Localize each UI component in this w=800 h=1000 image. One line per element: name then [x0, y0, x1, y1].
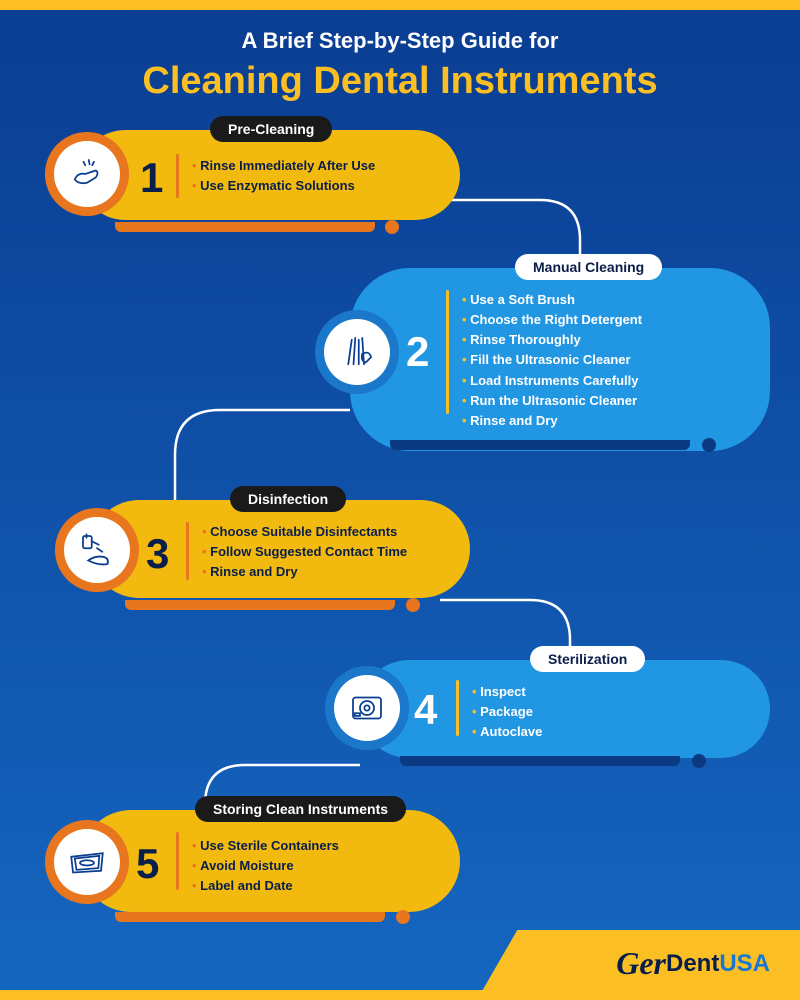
list-item: Inspect	[472, 682, 740, 702]
title-line-2: Cleaning Dental Instruments	[0, 60, 800, 103]
step-5-card: 5 Storing Clean Instruments Use Sterile …	[80, 810, 460, 912]
step-5-number: 5	[136, 840, 159, 888]
step-1-items: Rinse Immediately After Use Use Enzymati…	[192, 156, 430, 196]
step-3-badge: Disinfection	[230, 486, 346, 512]
step-4-number: 4	[414, 686, 437, 734]
logo-part-3: USA	[719, 950, 770, 978]
list-item: Rinse Thoroughly	[462, 330, 740, 350]
step-2-number: 2	[406, 328, 429, 376]
step-5-divider	[176, 832, 179, 890]
step-4: 4 Sterilization Inspect Package Autoclav…	[340, 660, 770, 758]
step-1-number: 1	[140, 154, 163, 202]
step-3-icon-ring	[55, 508, 139, 592]
list-item: Rinse and Dry	[202, 562, 440, 582]
step-4-icon-ring	[325, 666, 409, 750]
step-4-card: 4 Sterilization Inspect Package Autoclav…	[360, 660, 770, 758]
step-4-items: Inspect Package Autoclave	[472, 682, 740, 742]
list-item: Package	[472, 702, 740, 722]
autoclave-icon	[334, 675, 400, 741]
list-item: Avoid Moisture	[192, 856, 430, 876]
step-3-card: 3 Disinfection Choose Suitable Disinfect…	[90, 500, 470, 598]
list-item: Load Instruments Carefully	[462, 371, 740, 391]
step-2-card: 2 Manual Cleaning Use a Soft Brush Choos…	[350, 268, 770, 451]
list-item: Fill the Ultrasonic Cleaner	[462, 350, 740, 370]
disinfect-icon	[64, 517, 130, 583]
title-line-1: A Brief Step-by-Step Guide for	[0, 28, 800, 54]
step-4-stripe	[400, 756, 680, 766]
step-1: 1 Pre-Cleaning Rinse Immediately After U…	[60, 130, 460, 220]
step-3-stripe	[125, 600, 395, 610]
step-3-divider	[186, 522, 189, 580]
step-4-divider	[456, 680, 459, 736]
step-1-dot	[385, 220, 399, 234]
hands-wash-icon	[54, 141, 120, 207]
step-1-badge: Pre-Cleaning	[210, 116, 332, 142]
step-5-items: Use Sterile Containers Avoid Moisture La…	[192, 836, 430, 896]
bottom-accent-bar	[0, 990, 800, 1000]
list-item: Autoclave	[472, 722, 740, 742]
list-item: Choose Suitable Disinfectants	[202, 522, 440, 542]
step-3: 3 Disinfection Choose Suitable Disinfect…	[70, 500, 470, 598]
step-3-dot	[406, 598, 420, 612]
top-accent-bar	[0, 0, 800, 10]
step-2-divider	[446, 290, 449, 414]
step-3-number: 3	[146, 530, 169, 578]
infographic-page: A Brief Step-by-Step Guide for Cleaning …	[0, 0, 800, 1000]
step-2-icon-ring	[315, 310, 399, 394]
logo-part-2: Dent	[666, 950, 719, 978]
list-item: Follow Suggested Contact Time	[202, 542, 440, 562]
step-4-dot	[692, 754, 706, 768]
logo-part-1: Ger	[616, 945, 666, 982]
step-1-stripe	[115, 222, 375, 232]
list-item: Choose the Right Detergent	[462, 310, 740, 330]
list-item: Rinse and Dry	[462, 411, 740, 431]
list-item: Use Enzymatic Solutions	[192, 176, 430, 196]
step-5-badge: Storing Clean Instruments	[195, 796, 406, 822]
step-3-items: Choose Suitable Disinfectants Follow Sug…	[202, 522, 440, 582]
step-1-divider	[176, 154, 179, 198]
step-1-card: 1 Pre-Cleaning Rinse Immediately After U…	[80, 130, 460, 220]
step-1-icon-ring	[45, 132, 129, 216]
step-4-badge: Sterilization	[530, 646, 645, 672]
step-2-badge: Manual Cleaning	[515, 254, 662, 280]
step-2-stripe	[390, 440, 690, 450]
step-5-dot	[396, 910, 410, 924]
step-2-dot	[702, 438, 716, 452]
brand-logo: GerDentUSA	[616, 945, 770, 982]
step-5-icon-ring	[45, 820, 129, 904]
list-item: Use a Soft Brush	[462, 290, 740, 310]
brush-tools-icon	[324, 319, 390, 385]
step-2: 2 Manual Cleaning Use a Soft Brush Choos…	[330, 268, 770, 451]
step-2-items: Use a Soft Brush Choose the Right Deterg…	[462, 290, 740, 431]
tray-icon	[54, 829, 120, 895]
step-5: 5 Storing Clean Instruments Use Sterile …	[60, 810, 460, 912]
list-item: Run the Ultrasonic Cleaner	[462, 391, 740, 411]
list-item: Label and Date	[192, 876, 430, 896]
list-item: Use Sterile Containers	[192, 836, 430, 856]
list-item: Rinse Immediately After Use	[192, 156, 430, 176]
step-5-stripe	[115, 912, 385, 922]
